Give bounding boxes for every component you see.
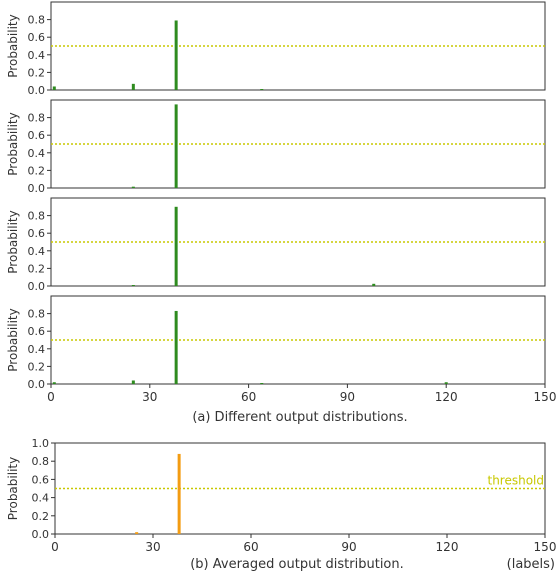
bar [174,206,178,286]
bar [260,383,264,384]
y-tick-label: 0.8 [28,112,46,125]
bar [131,186,135,188]
y-tick-label: 0.0 [28,84,46,97]
chart-panel-4: 0.0 0.2 0.4 0.6 0.8 Probability 0 30 60 90 120 150 [6,295,557,404]
bar [131,285,135,286]
caption-a: (a) Different output distributions. [192,410,407,425]
y-tick-label: 0.4 [28,245,46,258]
y-tick-label: 0.0 [28,280,46,293]
y-tick-label: 0.6 [28,129,46,142]
y-tick-label: 0.8 [28,14,46,27]
y-axis-label: Probability [6,457,20,520]
chart-panel-2: 0.0 0.2 0.4 0.6 0.8 Probability [6,99,546,195]
bar [131,380,135,384]
bar [131,83,135,90]
y-tick-label: 0.2 [28,262,46,275]
y-tick-label: 0.4 [32,492,50,505]
y-tick-label: 0.8 [28,210,46,223]
y-tick-label: 0.6 [32,473,50,486]
x-tick-label: 60 [243,540,258,554]
bar [135,532,139,534]
y-axis-label: Probability [6,14,20,77]
x-tick-label: 150 [534,540,557,554]
y-tick-label: 0.2 [28,360,46,373]
y-tick-label: 0.6 [28,227,46,240]
threshold-label: threshold [487,474,544,488]
chart-panel-3: 0.0 0.2 0.4 0.6 0.8 Probability [6,197,546,293]
bar [52,86,56,90]
caption-b: (b) Averaged output distribution. [190,557,404,572]
bar [372,283,376,286]
y-tick-label: 0.2 [28,164,46,177]
x-tick-label: 90 [341,540,356,554]
y-tick-label: 0.2 [28,66,46,79]
y-tick-label: 1.0 [32,437,50,450]
y-tick-label: 0.4 [28,343,46,356]
x-tick-label: 150 [534,390,557,404]
y-tick-label: 0.6 [28,31,46,44]
bar [260,89,264,90]
bar [177,453,181,534]
x-axis-label: (labels) [507,557,555,572]
y-tick-label: 0.2 [32,510,50,523]
plot-frame [50,197,546,287]
y-axis-label: Probability [6,210,20,273]
bar [174,20,178,91]
y-axis-label: Probability [6,112,20,175]
y-tick-label: 0.6 [28,325,46,338]
bar [174,310,178,384]
x-tick-label: 60 [241,390,256,404]
y-tick-label: 0.0 [32,528,50,541]
x-tick-label: 90 [340,390,355,404]
y-tick-label: 0.0 [28,182,46,195]
x-tick-label: 120 [435,390,458,404]
y-tick-label: 0.4 [28,147,46,160]
bar [444,382,448,384]
y-tick-label: 0.8 [32,455,50,468]
x-tick-label: 30 [142,390,157,404]
y-axis-label: Probability [6,308,20,371]
bar [174,104,178,188]
y-tick-label: 0.8 [28,308,46,321]
chart-panel-1: 0.0 0.2 0.4 0.6 0.8 Probability [6,1,546,97]
chart-panel-5: 0.0 0.2 0.4 0.6 0.8 1.0 Probability 0 30 60 90 120 1… [6,437,556,572]
y-tick-label: 0.0 [28,378,46,391]
x-tick-label: 120 [436,540,459,554]
x-tick-label: 0 [51,540,59,554]
plot-frame [50,1,546,91]
x-tick-label: 30 [145,540,160,554]
x-tick-label: 0 [47,390,55,404]
y-tick-label: 0.4 [28,49,46,62]
bar [52,382,56,384]
plot-frame [50,99,546,189]
plot-frame [50,295,546,385]
